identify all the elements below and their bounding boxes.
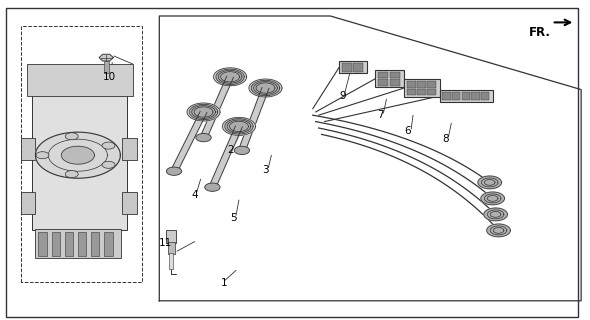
- Polygon shape: [35, 132, 120, 178]
- Polygon shape: [214, 68, 247, 86]
- Bar: [353, 63, 363, 72]
- Bar: [169, 253, 173, 269]
- Bar: [417, 89, 426, 95]
- Bar: [32, 70, 127, 230]
- Circle shape: [65, 171, 78, 178]
- Polygon shape: [187, 103, 220, 121]
- Bar: [417, 81, 426, 88]
- Bar: [21, 138, 35, 160]
- Bar: [339, 61, 367, 73]
- Bar: [375, 69, 404, 87]
- Bar: [378, 79, 388, 85]
- Bar: [122, 192, 137, 214]
- Polygon shape: [99, 54, 113, 61]
- Bar: [21, 192, 35, 214]
- Bar: [390, 79, 400, 85]
- Circle shape: [196, 133, 211, 142]
- Polygon shape: [171, 111, 207, 172]
- Bar: [122, 138, 137, 160]
- Bar: [38, 232, 47, 256]
- Bar: [166, 230, 176, 243]
- Text: 7: 7: [377, 110, 384, 120]
- Bar: [378, 72, 388, 78]
- Text: 3: 3: [262, 164, 269, 175]
- Circle shape: [234, 146, 250, 155]
- Circle shape: [205, 183, 220, 191]
- Bar: [452, 92, 460, 100]
- Bar: [65, 232, 73, 256]
- Bar: [440, 90, 493, 102]
- Polygon shape: [484, 208, 507, 221]
- Text: 4: 4: [191, 190, 198, 200]
- Text: 2: 2: [227, 145, 234, 156]
- Polygon shape: [481, 192, 504, 205]
- Bar: [168, 242, 175, 254]
- Circle shape: [102, 142, 115, 149]
- Bar: [404, 79, 440, 97]
- Circle shape: [166, 167, 182, 175]
- Bar: [91, 232, 100, 256]
- Text: 9: 9: [339, 91, 346, 101]
- Text: 5: 5: [230, 212, 237, 223]
- Bar: [471, 92, 480, 100]
- Bar: [27, 64, 133, 96]
- Polygon shape: [200, 76, 234, 138]
- Bar: [428, 81, 436, 88]
- Bar: [428, 89, 436, 95]
- Bar: [35, 229, 121, 258]
- Polygon shape: [249, 79, 282, 97]
- Polygon shape: [238, 88, 269, 151]
- Text: 11: 11: [159, 238, 172, 248]
- Polygon shape: [61, 146, 94, 164]
- Bar: [78, 232, 86, 256]
- Bar: [442, 92, 451, 100]
- Circle shape: [65, 133, 78, 140]
- Bar: [342, 63, 352, 72]
- Polygon shape: [222, 117, 255, 135]
- Bar: [407, 89, 416, 95]
- Bar: [104, 232, 113, 256]
- Circle shape: [102, 161, 115, 168]
- Circle shape: [36, 152, 49, 159]
- Text: 10: 10: [103, 72, 116, 82]
- Text: 6: 6: [404, 126, 411, 136]
- Bar: [390, 72, 400, 78]
- Bar: [481, 92, 489, 100]
- Polygon shape: [478, 176, 502, 189]
- Bar: [104, 61, 109, 73]
- Bar: [407, 81, 416, 88]
- Bar: [51, 232, 60, 256]
- Polygon shape: [487, 224, 510, 237]
- Text: 8: 8: [442, 134, 449, 144]
- Text: 1: 1: [221, 278, 228, 288]
- Text: FR.: FR.: [529, 26, 551, 38]
- Bar: [462, 92, 470, 100]
- Polygon shape: [209, 126, 242, 188]
